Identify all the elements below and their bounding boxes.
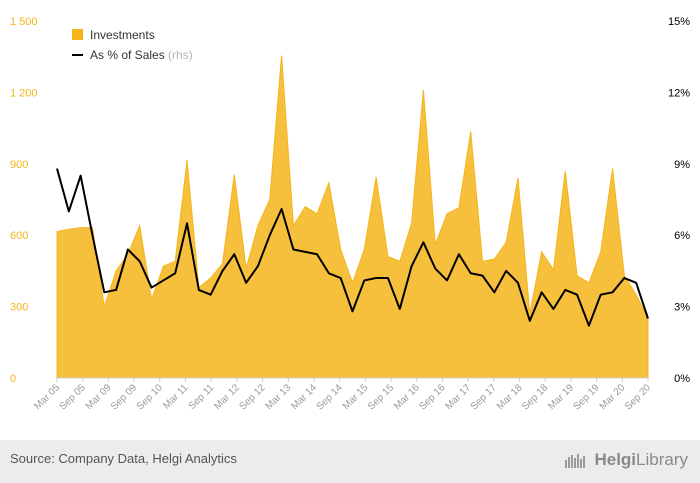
source-note: Source: Company Data, Helgi Analytics [10,451,237,466]
right-axis-tick-label: 9% [674,159,690,171]
chart-container: 0 300 600 900 1 200 1 500 0% 3% 6% 9% 12% 15% Mar … [10,16,690,413]
legend-sales-percent-name: As % of Sales [90,48,168,62]
x-axis-tick-label: Sep 11 [187,382,217,412]
left-y-axis: 0 300 600 900 1 200 1 500 [10,16,38,385]
right-axis-tick-label: 6% [674,230,690,242]
x-axis-tick-label: Mar 14 [289,382,319,412]
legend: Investments As % of Sales (rhs) [72,28,193,62]
x-axis-tick-label: Sep 17 [469,382,499,412]
x-axis-tick-label: Mar 17 [443,382,473,412]
left-axis-tick-label: 300 [10,302,28,314]
x-axis-tick-label: Sep 20 [623,382,653,412]
right-y-axis: 0% 3% 6% 9% 12% 15% [668,16,690,385]
x-axis-tick-label: Mar 13 [264,382,294,412]
plot-area [56,55,649,379]
legend-investments-swatch [72,29,83,40]
investments-chart: 0 300 600 900 1 200 1 500 0% 3% 6% 9% 12% 15% Mar … [10,16,690,413]
right-axis-tick-label: 12% [668,87,690,99]
x-axis-tick-label: Mar 18 [495,382,525,412]
x-axis-tick-label: Mar 16 [392,382,422,412]
left-axis-tick-label: 900 [10,159,28,171]
brand-suffix: Library [636,450,688,469]
x-axis-tick-label: Sep 18 [520,382,550,412]
x-axis-tick-label: Sep 10 [135,382,165,412]
x-axis-tick-label: Sep 12 [237,382,267,412]
helgi-library-icon [565,454,586,468]
brand-prefix: Helgi [594,450,637,469]
brand-logo[interactable]: Helgi Library [564,450,688,470]
legend-investments-label: Investments [90,28,155,42]
x-axis-tick-label: Mar 05 [32,382,62,412]
left-axis-tick-label: 1 500 [10,16,38,28]
legend-sales-percent-label: As % of Sales (rhs) [90,48,193,62]
x-axis-tick-label: Mar 19 [546,382,576,412]
x-axis-tick-label: Sep 15 [366,382,396,412]
x-axis-tick-label: Mar 09 [84,382,114,412]
x-axis-tick-label: Mar 12 [212,382,242,412]
legend-rhs-suffix: (rhs) [168,48,193,62]
x-axis-tick-label: Sep 19 [572,382,602,412]
right-axis-tick-label: 0% [674,373,690,385]
sales-percent-line [56,168,649,327]
left-axis-tick-label: 1 200 [10,87,38,99]
right-axis-tick-label: 15% [668,16,690,28]
x-axis-tick-label: Sep 14 [315,382,345,412]
investments-area [56,55,649,379]
right-axis-tick-label: 3% [674,302,690,314]
footer-bar: Source: Company Data, Helgi Analytics He… [0,440,700,483]
left-axis-tick-label: 0 [10,373,16,385]
left-axis-tick-label: 600 [10,230,28,242]
x-axis-tick-label: Mar 20 [598,382,628,412]
x-axis-tick-label: Sep 09 [109,382,139,412]
x-axis-tick-label: Sep 05 [58,382,88,412]
x-axis-tick-label: Mar 11 [161,382,191,412]
x-axis-tick-label: Sep 16 [417,382,447,412]
x-axis-tick-label: Mar 15 [341,382,371,412]
